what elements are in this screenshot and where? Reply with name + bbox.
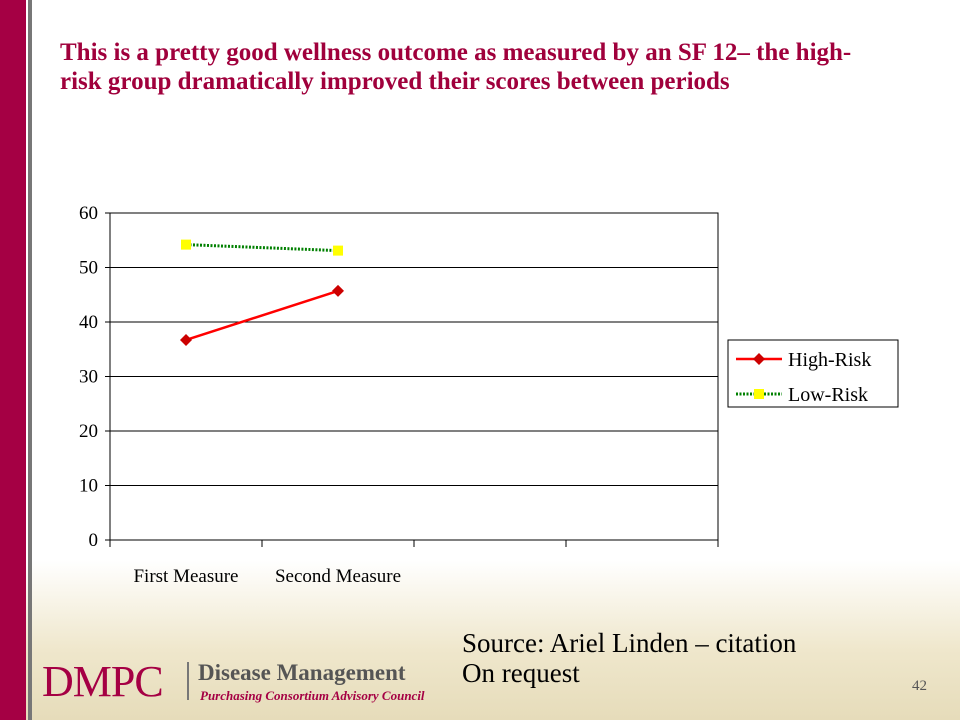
y-tick-label: 50 — [79, 258, 98, 279]
y-tick-label: 60 — [79, 203, 98, 224]
side-bar — [0, 0, 26, 720]
source-line: On request — [462, 658, 580, 688]
point — [333, 245, 343, 256]
legend-label: High-Risk — [788, 349, 871, 371]
point — [332, 284, 344, 297]
point — [181, 239, 191, 250]
y-tick-label: 20 — [79, 421, 98, 442]
logo-name: Disease Management — [198, 660, 406, 685]
x-tick-label: First Measure — [133, 566, 239, 587]
y-tick-label: 10 — [79, 476, 98, 497]
x-tick-label: Second Measure — [274, 566, 402, 587]
logo-subtitle: Purchasing Consortium Advisory Council — [200, 688, 425, 703]
y-tick-label: 0 — [89, 530, 99, 551]
legend-label: Low-Risk — [788, 384, 868, 406]
point — [180, 333, 192, 346]
y-tick-label: 40 — [79, 312, 98, 333]
title: This is a pretty good wellness outcome a… — [60, 39, 852, 95]
legend-marker — [753, 353, 765, 365]
series-line — [185, 289, 339, 342]
side-line — [28, 0, 32, 720]
series-line — [185, 243, 339, 253]
y-tick-label: 30 — [79, 367, 98, 388]
source-line: Source: Ariel Linden – citation — [462, 628, 797, 658]
logo-divider — [187, 662, 189, 700]
logo-acronym: DMPC — [42, 657, 164, 706]
source: Source: Ariel Linden – citation On reque… — [462, 628, 796, 688]
page-number: 42 — [912, 678, 927, 694]
legend-marker — [754, 389, 764, 399]
